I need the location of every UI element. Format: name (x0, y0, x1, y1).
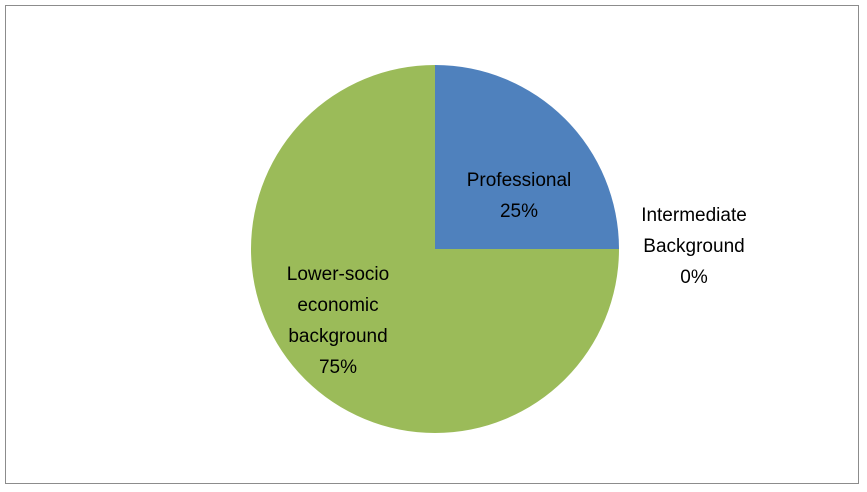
data-label-professional: Professional 25% (467, 170, 572, 222)
data-label-line: economic (297, 295, 378, 316)
data-label-line: Lower-socio (287, 264, 389, 285)
pie-slice-professional (435, 65, 619, 249)
pie-labels: Professional 25% Intermediate Background 0% L… (287, 170, 747, 378)
data-label-lower-socio-economic-background: Lower-socio economic background 75% (287, 264, 389, 378)
data-label-intermediate-background: Intermediate Background 0% (641, 205, 747, 288)
data-label-line: 0% (680, 267, 708, 288)
pie-slice-lower-socio-economic-background (251, 65, 619, 433)
data-label-line: background (288, 326, 387, 347)
data-label-line: 25% (500, 201, 538, 222)
pie-slices (251, 65, 619, 433)
data-label-line: Background (643, 236, 744, 257)
data-label-line: 75% (319, 357, 357, 378)
data-label-line: Intermediate (641, 205, 747, 226)
data-label-line: Professional (467, 170, 572, 191)
